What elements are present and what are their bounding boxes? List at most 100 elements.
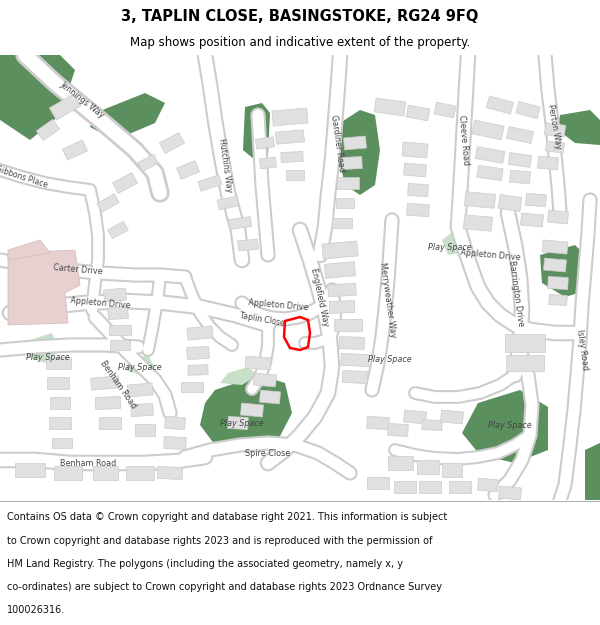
Text: Play Space: Play Space <box>220 419 264 428</box>
Polygon shape <box>108 221 128 239</box>
Text: Appleton Drive: Appleton Drive <box>248 298 308 312</box>
Polygon shape <box>526 193 547 207</box>
Polygon shape <box>374 98 406 116</box>
Polygon shape <box>332 218 352 228</box>
Text: Map shows position and indicative extent of the property.: Map shows position and indicative extent… <box>130 36 470 49</box>
Polygon shape <box>548 210 568 224</box>
Text: Hutchins Way: Hutchins Way <box>217 138 233 192</box>
Polygon shape <box>549 294 567 306</box>
Polygon shape <box>336 198 354 208</box>
Polygon shape <box>138 154 158 172</box>
Polygon shape <box>188 364 208 376</box>
Polygon shape <box>187 326 213 340</box>
Polygon shape <box>49 94 80 120</box>
Polygon shape <box>499 486 521 500</box>
Polygon shape <box>176 161 200 179</box>
Polygon shape <box>325 262 356 278</box>
Text: 100026316.: 100026316. <box>7 605 65 615</box>
Polygon shape <box>463 215 493 231</box>
Polygon shape <box>104 288 127 302</box>
Polygon shape <box>472 120 504 140</box>
Polygon shape <box>558 110 600 145</box>
Polygon shape <box>406 105 430 121</box>
Polygon shape <box>505 334 545 352</box>
Text: Perton Way: Perton Way <box>545 104 562 150</box>
Polygon shape <box>245 356 271 369</box>
Text: to Crown copyright and database rights 2023 and is reproduced with the permissio: to Crown copyright and database rights 2… <box>7 536 433 546</box>
Polygon shape <box>99 417 121 429</box>
Polygon shape <box>8 240 50 260</box>
Polygon shape <box>109 325 131 335</box>
Polygon shape <box>0 55 75 140</box>
Polygon shape <box>243 103 270 160</box>
Polygon shape <box>464 192 496 208</box>
Polygon shape <box>95 396 121 409</box>
Polygon shape <box>407 203 429 217</box>
Polygon shape <box>328 283 356 297</box>
Text: Cleeve Road: Cleeve Road <box>457 114 470 166</box>
Text: Taplin Close: Taplin Close <box>239 312 285 328</box>
Polygon shape <box>110 340 130 350</box>
Polygon shape <box>442 230 468 255</box>
Polygon shape <box>50 397 70 409</box>
Polygon shape <box>198 175 222 191</box>
Polygon shape <box>585 443 600 500</box>
Text: Benham Road: Benham Road <box>98 359 138 411</box>
Polygon shape <box>542 240 568 254</box>
Polygon shape <box>54 466 82 480</box>
Polygon shape <box>521 213 544 227</box>
Polygon shape <box>442 463 462 477</box>
Polygon shape <box>478 478 499 492</box>
Polygon shape <box>498 194 522 211</box>
Polygon shape <box>164 416 185 430</box>
Polygon shape <box>440 410 463 424</box>
Polygon shape <box>388 456 413 470</box>
Polygon shape <box>62 140 88 160</box>
Text: Barrington Drive: Barrington Drive <box>507 259 525 327</box>
Polygon shape <box>200 375 292 453</box>
Polygon shape <box>540 245 590 297</box>
Polygon shape <box>256 137 275 149</box>
Polygon shape <box>272 108 308 126</box>
Polygon shape <box>548 276 568 289</box>
Polygon shape <box>241 403 263 417</box>
Text: Spire Close: Spire Close <box>245 449 290 458</box>
Polygon shape <box>8 250 80 325</box>
Polygon shape <box>275 130 304 144</box>
Polygon shape <box>402 142 428 158</box>
Text: Contains OS data © Crown copyright and database right 2021. This information is : Contains OS data © Crown copyright and d… <box>7 512 448 522</box>
Text: Play Space: Play Space <box>368 356 412 364</box>
Polygon shape <box>260 390 280 404</box>
Text: Play Space: Play Space <box>428 242 472 251</box>
Polygon shape <box>181 382 203 392</box>
Text: Gardiner Road: Gardiner Road <box>329 114 346 172</box>
Text: Appleton Drive: Appleton Drive <box>460 248 520 262</box>
Polygon shape <box>367 477 389 489</box>
Text: Appleton Drive: Appleton Drive <box>70 296 130 310</box>
Polygon shape <box>187 346 209 359</box>
Text: Play Space: Play Space <box>488 421 532 429</box>
Polygon shape <box>126 466 154 480</box>
Polygon shape <box>37 119 59 141</box>
Polygon shape <box>516 101 540 119</box>
Polygon shape <box>157 466 183 479</box>
Text: Jennings Way: Jennings Way <box>58 80 106 120</box>
Polygon shape <box>434 102 456 118</box>
Text: Benham Road: Benham Road <box>60 459 116 468</box>
Polygon shape <box>97 194 119 213</box>
Polygon shape <box>367 416 389 429</box>
Text: Englefield Way: Englefield Way <box>310 267 331 327</box>
Polygon shape <box>92 466 118 480</box>
Polygon shape <box>281 151 303 162</box>
Polygon shape <box>28 333 60 363</box>
Polygon shape <box>339 337 365 349</box>
Polygon shape <box>404 163 427 177</box>
Text: Gibbons Place: Gibbons Place <box>0 164 49 189</box>
Polygon shape <box>509 170 530 184</box>
Text: Carter Drive: Carter Drive <box>53 263 103 277</box>
Polygon shape <box>107 306 128 319</box>
Polygon shape <box>52 438 72 448</box>
Polygon shape <box>487 96 514 114</box>
Polygon shape <box>91 376 119 390</box>
Polygon shape <box>506 126 533 144</box>
